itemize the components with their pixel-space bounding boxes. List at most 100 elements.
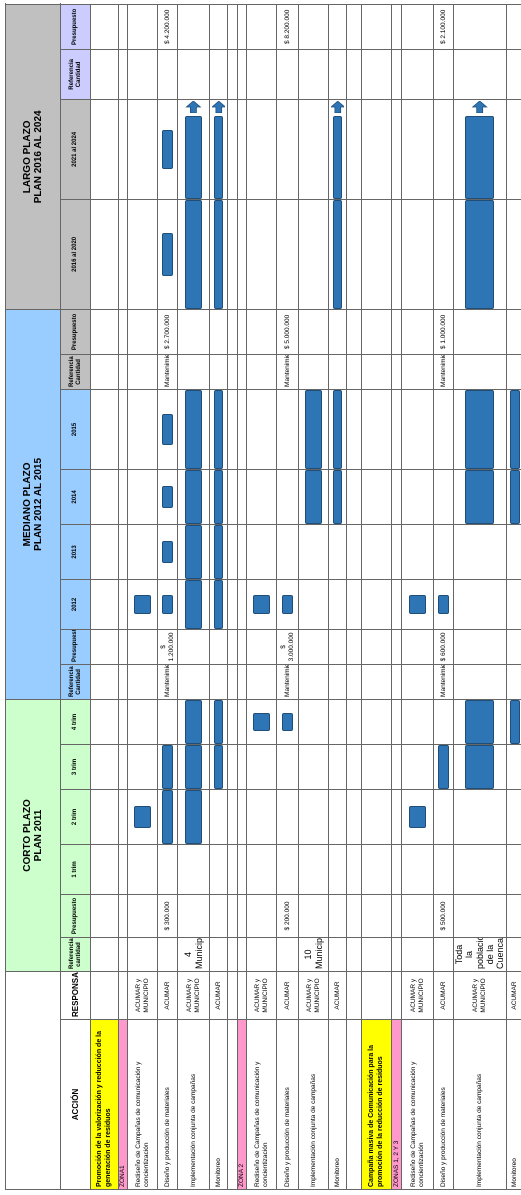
empty-cell <box>118 4 128 50</box>
cell <box>246 744 277 790</box>
empty-cell <box>227 4 238 50</box>
budget: $ 1.200.000 <box>157 629 178 665</box>
cell <box>246 49 277 100</box>
cell <box>209 4 228 50</box>
cell <box>157 789 178 845</box>
timeline-bar <box>213 199 224 309</box>
column-header: 2015 <box>60 389 91 470</box>
empty-cell <box>90 199 119 310</box>
responsible: ACUMAR <box>433 971 454 1020</box>
empty-cell <box>118 524 128 580</box>
cell <box>433 49 454 100</box>
cell <box>246 579 277 630</box>
empty-cell <box>346 389 362 470</box>
empty-cell <box>346 49 362 100</box>
empty-cell <box>227 99 238 200</box>
empty-cell <box>346 579 362 630</box>
empty-cell <box>118 49 128 100</box>
period-title: MEDIANO PLAZO <box>21 462 33 547</box>
empty-cell <box>227 937 238 972</box>
table-row: ZONA 2 <box>237 4 247 1190</box>
cell <box>209 579 228 630</box>
cell <box>127 4 158 50</box>
empty-cell <box>118 579 128 630</box>
cell <box>127 894 158 938</box>
cell <box>328 789 347 845</box>
cell <box>401 629 434 665</box>
timeline-bar <box>213 699 224 744</box>
cell <box>433 937 454 972</box>
table-row: Monitoreo ACUMAR <box>506 4 521 1190</box>
timeline-bar <box>184 115 203 199</box>
column-header: 2 trim <box>60 789 91 845</box>
empty-cell <box>118 354 128 390</box>
cell <box>506 844 521 895</box>
cell <box>328 937 347 972</box>
empty-cell <box>346 894 362 938</box>
cell <box>506 354 521 390</box>
cell <box>506 894 521 938</box>
empty-cell <box>227 199 238 310</box>
empty-cell <box>237 354 247 390</box>
empty-cell <box>237 971 247 1020</box>
empty-cell <box>361 469 392 525</box>
empty-cell <box>361 629 392 665</box>
cell <box>177 789 210 845</box>
cell <box>401 579 434 630</box>
budget: $ 2.700.000 <box>157 309 178 355</box>
cell <box>246 469 277 525</box>
cell <box>127 354 158 390</box>
table-row <box>227 4 238 1190</box>
cell <box>209 354 228 390</box>
responsible: ACUMAR <box>506 971 521 1020</box>
cell <box>246 309 277 355</box>
cell <box>506 937 521 972</box>
cell <box>401 99 434 200</box>
empty-cell <box>361 389 392 470</box>
table-row <box>346 4 362 1190</box>
cell <box>276 99 299 200</box>
timeline-bar <box>438 594 449 615</box>
continue-arrow <box>330 100 345 113</box>
empty-cell <box>237 4 247 50</box>
budget: $ 600.000 <box>433 629 454 665</box>
section-title: Promoción de la valorización y reducción… <box>90 1019 119 1190</box>
reference: Mantenimiento <box>276 664 299 700</box>
cell <box>157 199 178 310</box>
empty-cell <box>237 524 247 580</box>
cell <box>209 389 228 470</box>
arrow-shape <box>471 100 488 113</box>
column-header: Referencia cantidad <box>60 937 91 972</box>
empty-cell <box>361 789 392 845</box>
empty-cell <box>237 99 247 200</box>
responsible: ACUMAR y MUNICIPIO <box>298 971 329 1020</box>
budget: $ 300.000 <box>157 894 178 938</box>
timeline-bar <box>305 469 322 524</box>
column-header: Presupuesto <box>60 629 91 665</box>
arrow-shape <box>185 100 202 113</box>
empty-cell <box>391 971 402 1020</box>
empty-cell <box>227 469 238 525</box>
empty-cell <box>227 579 238 630</box>
cell <box>209 894 228 938</box>
cell <box>177 579 210 630</box>
cell <box>209 524 228 580</box>
cell <box>298 199 329 310</box>
timeline-bar <box>253 594 270 615</box>
empty-cell <box>90 524 119 580</box>
cell <box>433 199 454 310</box>
table-row: Rediseño de Campañas de comunicación y c… <box>127 4 158 1190</box>
cell <box>246 354 277 390</box>
timeline-bar <box>184 745 203 789</box>
cell <box>177 389 210 470</box>
cell <box>298 524 329 580</box>
cell <box>401 844 434 895</box>
empty-cell <box>346 469 362 525</box>
budget: $ 500.000 <box>433 894 454 938</box>
table-row: ACCIÓN RESPONSABLE Referencia cantidad Pres… <box>60 4 91 1190</box>
empty-cell <box>118 744 128 790</box>
cell <box>127 629 158 665</box>
cell <box>433 844 454 895</box>
timeline-bar <box>281 594 294 615</box>
